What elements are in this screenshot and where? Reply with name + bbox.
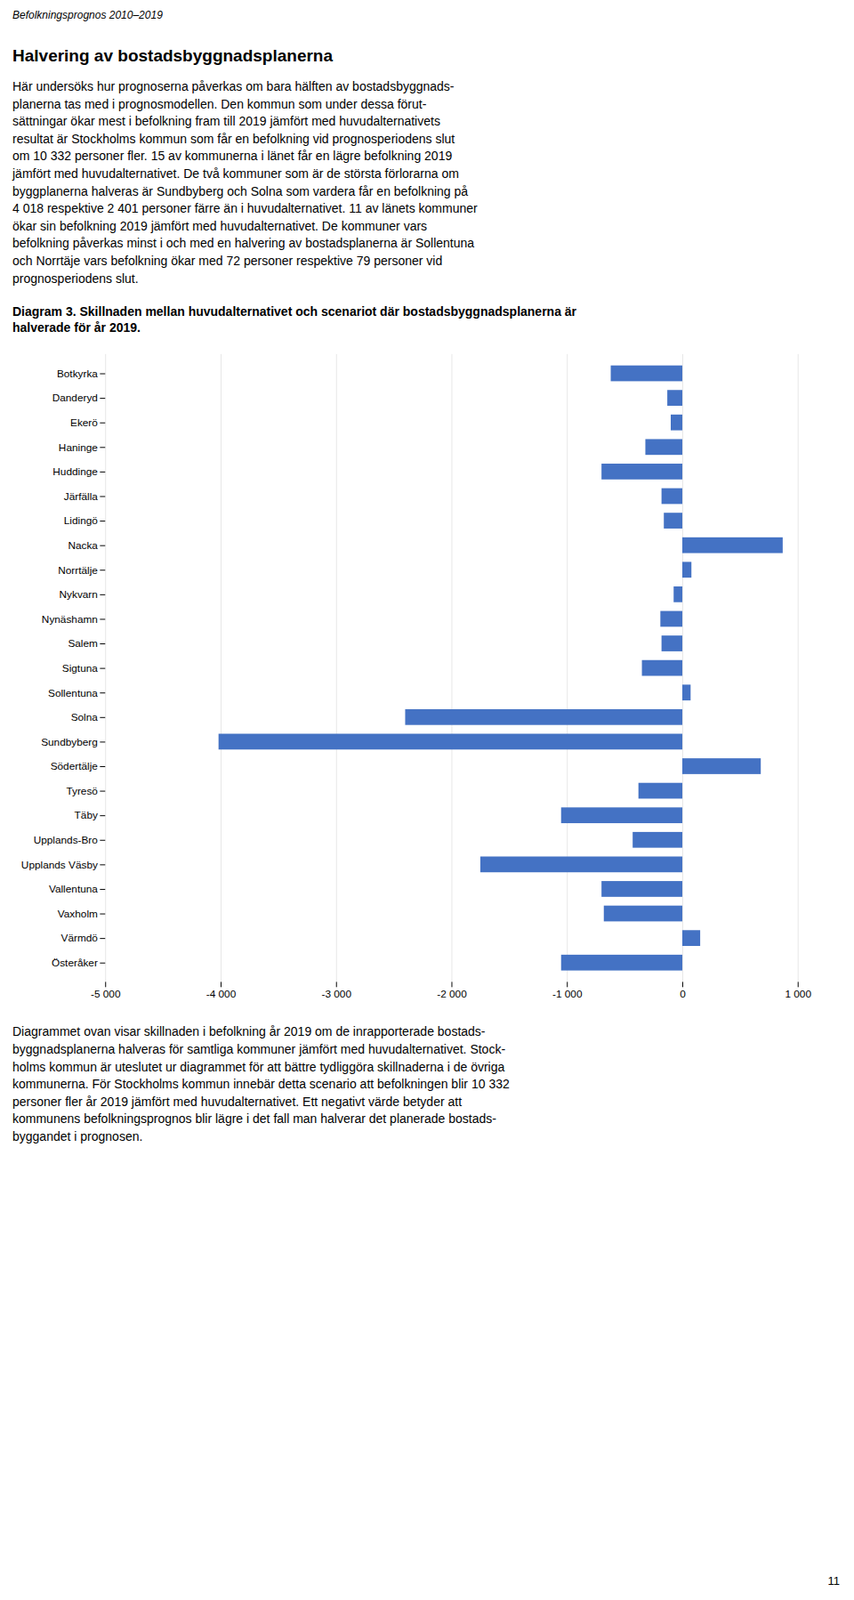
- svg-text:Täby: Täby: [74, 808, 98, 822]
- html-text:befolkning påverkas minst i oc: befolkning påverkas minst i och med en h…: [12, 236, 475, 251]
- svg-text:Botkyrka: Botkyrka: [56, 366, 98, 379]
- html-text:holms kommun är uteslutet ur d: holms kommun är uteslutet ur diagrammet …: [12, 1059, 505, 1074]
- html-text:kommunerna. För Stockholms kom: kommunerna. För Stockholms kommun innebä…: [12, 1076, 510, 1091]
- svg-text:Ekerö: Ekerö: [70, 415, 98, 428]
- svg-text:Värmdö: Värmdö: [61, 931, 99, 944]
- svg-text:Huddinge: Huddinge: [52, 465, 98, 478]
- svg-text:Upplands Väsby: Upplands Väsby: [21, 857, 98, 871]
- svg-text:Norrtälje: Norrtälje: [57, 563, 98, 576]
- html-text:halverade för år 2019.: halverade för år 2019.: [12, 320, 141, 335]
- svg-text:Upplands-Bro: Upplands-Bro: [33, 833, 99, 846]
- svg-text:-3 000: -3 000: [321, 987, 352, 1000]
- svg-text:Haninge: Haninge: [58, 440, 98, 453]
- html-text:Diagrammet ovan visar skillnad: Diagrammet ovan visar skillnaden i befol…: [12, 1024, 486, 1039]
- svg-text:-5 000: -5 000: [90, 987, 121, 1000]
- svg-text:Södertälje: Södertälje: [50, 759, 99, 773]
- svg-text:1 000: 1 000: [784, 987, 812, 1000]
- html-text:byggplanerna halveras är Sundb: byggplanerna halveras är Sundbyberg och …: [12, 183, 469, 199]
- svg-text:Järfälla: Järfälla: [64, 489, 99, 502]
- svg-text:Nacka: Nacka: [67, 538, 98, 551]
- html-text:Befolkningsprognos 2010–2019: Befolkningsprognos 2010–2019: [12, 8, 163, 22]
- html-text:personer fler år 2019 jämfört: personer fler år 2019 jämfört med huvuda…: [12, 1094, 462, 1109]
- html-text:sättningar ökar mest i befolkn: sättningar ökar mest i befolkning fram t…: [12, 114, 441, 129]
- svg-text:Vaxholm: Vaxholm: [57, 906, 98, 919]
- svg-text:Nynäshamn: Nynäshamn: [41, 612, 98, 625]
- html-text:byggnadsplanerna halveras för: byggnadsplanerna halveras för samtliga k…: [12, 1041, 506, 1056]
- html-text:Halvering av bostadsbyggnadspl: Halvering av bostadsbyggnadsplanerna: [12, 46, 333, 65]
- svg-text:-4 000: -4 000: [206, 987, 237, 1000]
- svg-text:Solna: Solna: [71, 710, 99, 724]
- svg-text:-1 000: -1 000: [552, 987, 583, 1000]
- svg-text:Vallentuna: Vallentuna: [48, 882, 98, 895]
- html-text:resultat är Stockholms kommun: resultat är Stockholms kommun som får en…: [12, 131, 455, 146]
- svg-text:Österåker: Österåker: [51, 956, 98, 969]
- html-text:byggandet i prognosen.: byggandet i prognosen.: [12, 1128, 143, 1144]
- svg-text:-2 000: -2 000: [436, 987, 468, 1000]
- html-text:ökar sin befolkning 2019 jämfö: ökar sin befolkning 2019 jämfört med huv…: [12, 218, 428, 233]
- html-text:Diagram 3. Skillnaden mellan h: Diagram 3. Skillnaden mellan huvudaltern…: [12, 304, 577, 319]
- svg-text:Sundbyberg: Sundbyberg: [40, 734, 98, 748]
- html-text:och Norrtäje vars befolkning ö: och Norrtäje vars befolkning ökar med 72…: [12, 253, 443, 268]
- html-text:11: 11: [827, 1573, 840, 1588]
- svg-text:0: 0: [679, 987, 686, 1000]
- svg-text:Sollentuna: Sollentuna: [48, 685, 98, 699]
- svg-text:Danderyd: Danderyd: [52, 391, 98, 404]
- html-text:planerna tas med i prognosmode: planerna tas med i prognosmodellen. Den …: [12, 96, 427, 111]
- svg-text:Tyresö: Tyresö: [65, 783, 98, 797]
- svg-text:Sigtuna: Sigtuna: [62, 660, 98, 674]
- html-text:jämfört med huvudalternativet.: jämfört med huvudalternativet. De två ko…: [12, 166, 459, 181]
- html-text:4 018 respektive 2 401 persone: 4 018 respektive 2 401 personer färre än…: [12, 201, 478, 216]
- html-text:prognosperiodens slut.: prognosperiodens slut.: [12, 270, 139, 286]
- svg-text:Salem: Salem: [67, 636, 98, 650]
- html-text:Här undersöks hur prognoserna: Här undersöks hur prognoserna påverkas o…: [12, 79, 455, 94]
- html-text:kommunens befolkningsprognos b: kommunens befolkningsprognos blir lägre …: [12, 1111, 497, 1126]
- svg-text:Nykvarn: Nykvarn: [59, 588, 98, 601]
- svg-text:Lidingö: Lidingö: [64, 514, 99, 527]
- html-text:om 10 332 personer fler. 15 av: om 10 332 personer fler. 15 av kommunern…: [12, 148, 453, 164]
